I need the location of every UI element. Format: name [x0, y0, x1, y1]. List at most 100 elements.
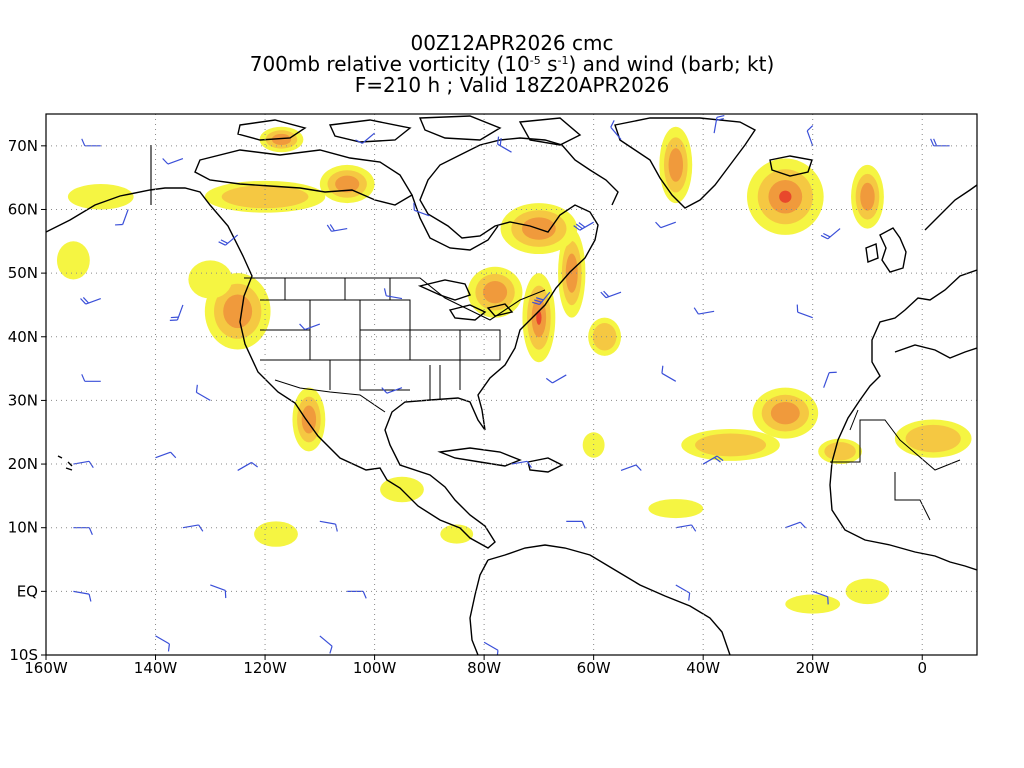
coastlines [46, 115, 977, 655]
vorticity-blob-11-level-3 [668, 148, 684, 182]
wind-barb-38 [566, 520, 586, 529]
vorticity-blob-19-level-1 [67, 184, 134, 210]
vorticity-blob-16-level-2 [905, 424, 961, 453]
wind-barb-46 [155, 635, 170, 652]
lat-tick-label: EQ [17, 582, 38, 600]
wind-barb-37 [319, 520, 338, 532]
lon-tick-label: 20W [796, 659, 830, 677]
title-exp-1: -5 [529, 54, 541, 67]
wind-barb-30 [155, 451, 177, 459]
graticule [46, 114, 977, 655]
wind-barb-1 [162, 157, 184, 165]
mexico-border [274, 379, 386, 413]
wind-barb-11 [413, 202, 430, 217]
hudson-bay-coast [411, 194, 499, 251]
title-line-1: 00Z12APR2026 cmc [410, 31, 614, 55]
lat-tick-label: 40N [8, 328, 38, 346]
africa-borders [830, 409, 961, 521]
wind-barb-19 [532, 291, 551, 306]
title-block: 00Z12APR2026 cmc 700mb relative vorticit… [0, 33, 1024, 96]
wind-barb-13 [655, 221, 676, 229]
vorticity-blob-22-level-1 [648, 499, 704, 519]
wind-barb-9 [218, 234, 239, 246]
vorticity-blob-14-level-2 [695, 433, 767, 457]
lon-tick-label: 0 [917, 659, 927, 677]
arctic-islands [237, 115, 582, 146]
lon-tick-label: 120W [243, 659, 287, 677]
wind-barb-44 [675, 584, 691, 601]
wind-barb-35 [73, 527, 93, 535]
lat-tick-label: 70N [8, 137, 38, 155]
us-state-borders [260, 278, 501, 400]
vorticity-blob-18-level-1 [56, 241, 90, 280]
vorticity-blob-0-level-3 [223, 294, 253, 329]
vorticity-blob-3-level-2 [221, 185, 309, 209]
wind-barb-39 [675, 524, 697, 532]
plot-frame [45, 113, 978, 656]
wind-barb-48 [483, 641, 499, 655]
wind-barb-16 [169, 304, 184, 322]
wind-barb-33 [620, 464, 642, 471]
wind-barb-45 [812, 590, 829, 605]
lat-tick-label: 20N [8, 455, 38, 473]
lat-tick-label: 50N [8, 264, 38, 282]
lat-tick-label: 10N [8, 519, 38, 537]
lon-tick-label: 80W [467, 659, 501, 677]
wind-barb-24 [195, 384, 211, 401]
wind-barb-31 [237, 461, 258, 471]
wind-barb-0 [81, 138, 101, 147]
wind-barbs [73, 115, 950, 655]
wind-barb-15 [80, 297, 101, 305]
wind-barb-29 [73, 460, 94, 468]
cuba-coast [437, 447, 522, 467]
wind-barb-8 [115, 209, 129, 226]
vorticity-shading [56, 126, 972, 614]
wind-barb-40 [785, 521, 807, 529]
british-isles-coast [865, 227, 907, 273]
vorticity-blob-13-level-3 [770, 401, 800, 425]
canadian-arctic-coast [194, 149, 413, 206]
vorticity-blob-25-level-1 [845, 578, 890, 605]
wind-barb-42 [210, 584, 227, 599]
wind-barb-23 [81, 374, 101, 382]
wind-barb-26 [545, 374, 567, 384]
wind-barb-2 [355, 132, 375, 144]
lon-tick-label: 140W [134, 659, 178, 677]
us-canada-border [244, 277, 546, 321]
vorticity-blob-17-level-2 [824, 442, 856, 461]
vorticity-blob-12-level-3 [860, 182, 875, 211]
vorticity-blob-4-level-3 [271, 133, 292, 146]
wind-barb-22 [796, 304, 813, 319]
mediterranean-coast [894, 344, 977, 359]
hawaii-coast [57, 455, 73, 471]
wind-barb-41 [73, 590, 92, 602]
wind-barb-5 [713, 115, 725, 134]
wind-barb-6 [806, 125, 814, 147]
south-america-coast [469, 544, 731, 655]
title-exp-2: -1 [557, 54, 569, 67]
title-line-2-mid: s [540, 52, 558, 76]
lat-tick-label: 30N [8, 391, 38, 409]
lon-tick-label: 40W [686, 659, 720, 677]
title-line-2-post: ) and wind (barb; kt) [568, 52, 775, 76]
wind-barb-17 [299, 323, 321, 331]
lon-tick-label: 100W [353, 659, 397, 677]
vorticity-blob-15-level-3 [301, 405, 317, 434]
axis-ticks: 160W 140W 120W 100W 80W 60W 40W 20W 0 10S EQ 10N 20N… [8, 137, 927, 677]
wind-barb-36 [182, 524, 204, 532]
wind-barb-20 [600, 290, 622, 299]
lat-tick-label: 60N [8, 200, 38, 218]
wind-barb-25 [381, 387, 403, 394]
scandinavia-coast [924, 184, 977, 231]
great-lakes [417, 279, 514, 321]
wind-barb-7 [930, 138, 950, 147]
wind-barb-32 [511, 460, 532, 468]
wind-barb-28 [823, 371, 837, 388]
vorticity-blob-24-level-1 [440, 524, 474, 544]
lon-tick-label: 160W [24, 659, 68, 677]
vorticity-blob-1-level-1 [188, 260, 233, 299]
lat-tick-label: 10S [9, 646, 38, 664]
vorticity-blob-10-level-4 [779, 190, 792, 203]
title-line-3: F=210 h ; Valid 18Z20APR2026 [354, 73, 670, 97]
vorticity-blob-23-level-1 [254, 521, 298, 547]
